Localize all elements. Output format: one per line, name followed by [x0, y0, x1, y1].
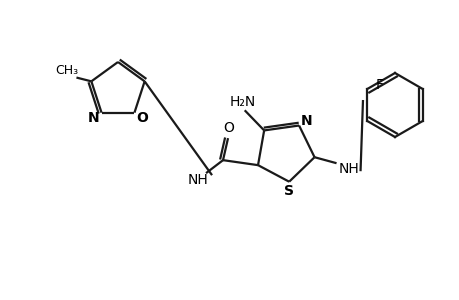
Text: N: N: [300, 113, 311, 128]
Text: O: O: [223, 121, 234, 135]
Text: CH₃: CH₃: [55, 64, 78, 77]
Text: N: N: [88, 111, 99, 125]
Text: F: F: [375, 78, 382, 92]
Text: O: O: [136, 111, 148, 125]
Text: S: S: [284, 184, 294, 198]
Text: NH: NH: [187, 173, 208, 187]
Text: H₂N: H₂N: [229, 95, 255, 109]
Text: NH: NH: [337, 162, 358, 176]
